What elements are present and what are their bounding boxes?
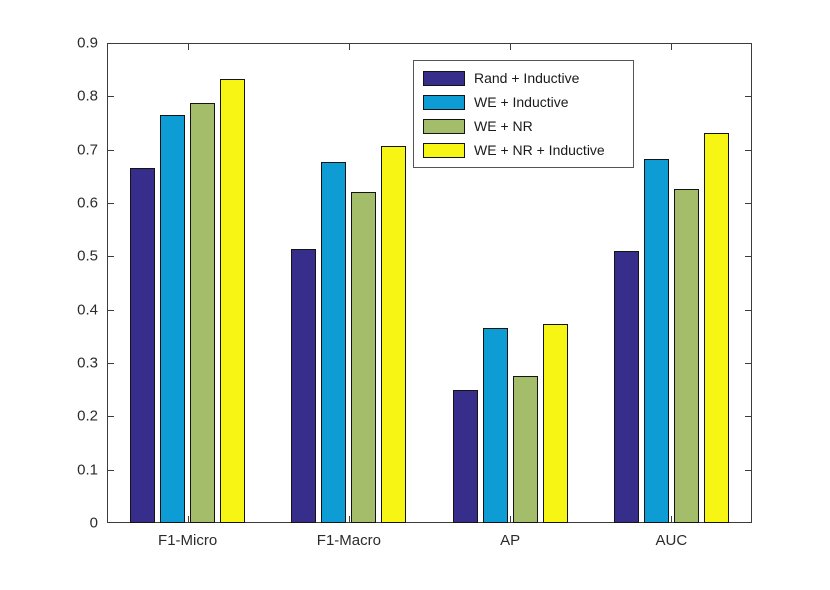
bar-f1-macro-we-nr	[351, 192, 376, 523]
bar-auc-we-nr-inductive	[704, 133, 729, 523]
bar-auc-we-inductive	[644, 159, 669, 523]
x-category-label: F1-Macro	[316, 532, 381, 549]
y-tick-left	[108, 256, 114, 258]
legend-swatch	[423, 118, 465, 134]
y-tick-label: 0.5	[77, 247, 98, 265]
y-tick-label: 0.7	[77, 141, 98, 159]
y-tick-right	[745, 203, 751, 204]
bar-f1-micro-rand-inductive	[130, 168, 155, 523]
legend-label: Rand + Inductive	[474, 70, 580, 86]
bar-auc-we-nr	[674, 189, 699, 523]
x-tick-bottom	[510, 516, 512, 522]
y-tick-label: 0.9	[77, 34, 98, 52]
x-tick-bottom	[187, 516, 189, 522]
legend-item-rand-inductive: Rand + Inductive	[423, 70, 624, 86]
legend-swatch	[423, 94, 465, 110]
y-tick-right	[745, 469, 751, 471]
legend: Rand + Inductive WE + Inductive WE + NR WE …	[413, 60, 634, 168]
legend-item-we-inductive: WE + Inductive	[423, 94, 624, 110]
y-tick-right	[745, 149, 751, 151]
y-tick-label: 0	[89, 514, 98, 532]
y-tick-left	[108, 416, 114, 418]
y-tick-label: 0.3	[77, 354, 98, 372]
legend-item-we-nr: WE + NR	[423, 118, 624, 134]
bar-f1-micro-we-nr-inductive	[220, 79, 245, 523]
bar-f1-micro-we-inductive	[160, 115, 185, 523]
bar-f1-macro-we-inductive	[321, 162, 346, 523]
legend-label: WE + NR	[474, 118, 533, 134]
bar-auc-rand-inductive	[614, 251, 639, 523]
x-tick-bottom	[348, 516, 350, 522]
y-tick-right	[745, 363, 751, 364]
x-tick-top	[348, 44, 350, 50]
y-tick-left	[108, 363, 114, 364]
x-category-label: F1-Micro	[158, 532, 218, 549]
bar-f1-macro-we-nr-inductive	[381, 146, 406, 523]
x-tick-top	[671, 44, 673, 50]
x-tick-top	[187, 44, 189, 50]
legend-label: WE + Inductive	[474, 94, 569, 110]
x-category-label: AUC	[655, 532, 688, 549]
x-tick-top	[510, 44, 512, 50]
y-tick-label: 0.1	[77, 461, 98, 479]
legend-item-we-nr-inductive: WE + NR + Inductive	[423, 142, 624, 158]
bar-f1-macro-rand-inductive	[291, 249, 316, 523]
legend-label: WE + NR + Inductive	[474, 142, 605, 158]
y-tick-left	[108, 203, 114, 204]
y-tick-right	[745, 96, 751, 98]
y-tick-right	[745, 309, 751, 311]
bar-ap-we-nr-inductive	[543, 324, 568, 523]
bar-ap-we-inductive	[483, 328, 508, 523]
y-tick-left	[108, 96, 114, 98]
bar-ap-rand-inductive	[453, 390, 478, 523]
y-tick-label: 0.4	[77, 301, 98, 319]
y-tick-left	[108, 149, 114, 151]
y-tick-label: 0.2	[77, 407, 98, 425]
x-category-label: AP	[500, 532, 521, 549]
y-tick-left	[108, 309, 114, 311]
bar-f1-micro-we-nr	[190, 103, 215, 523]
y-tick-label: 0.6	[77, 194, 98, 212]
x-tick-bottom	[671, 516, 673, 522]
y-tick-label: 0.8	[77, 87, 98, 105]
y-tick-right	[745, 256, 751, 258]
legend-swatch	[423, 70, 465, 86]
legend-swatch	[423, 142, 465, 158]
y-tick-right	[745, 416, 751, 418]
y-tick-left	[108, 469, 114, 471]
bar-ap-we-nr	[513, 376, 538, 523]
